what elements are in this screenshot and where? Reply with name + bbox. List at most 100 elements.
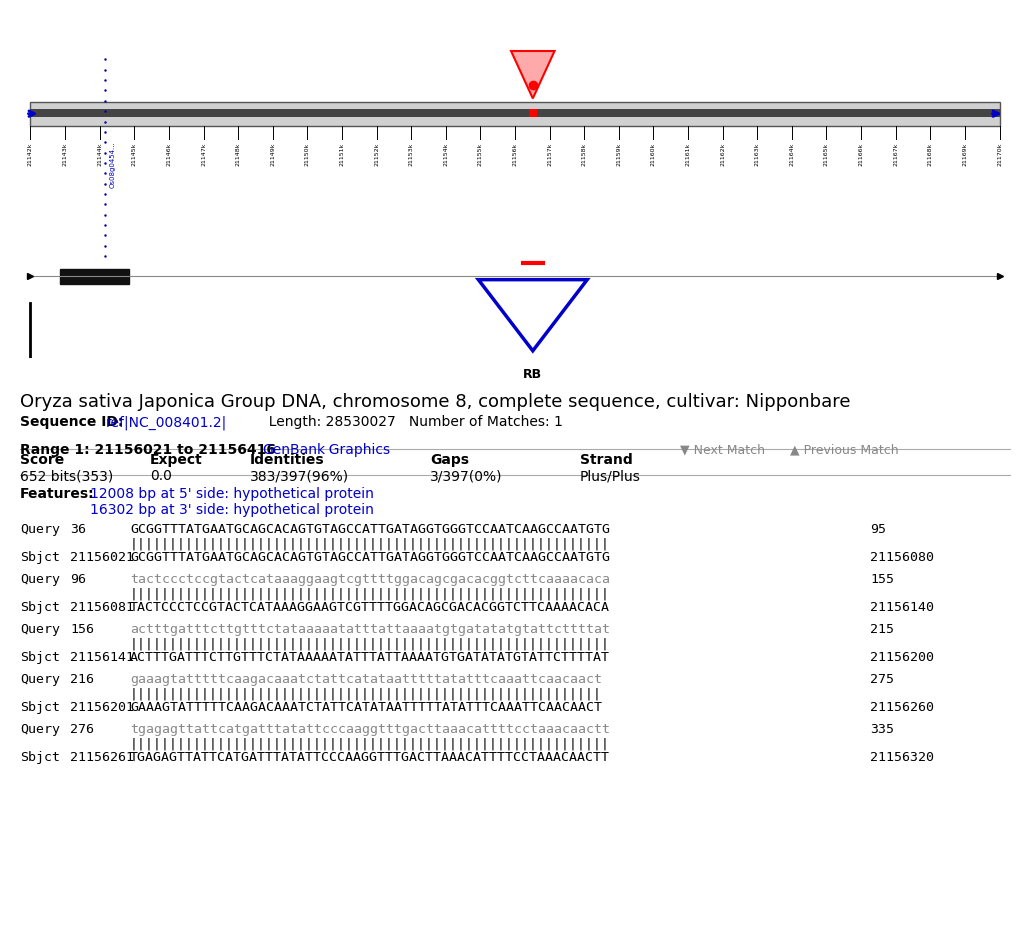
Text: 96: 96 [70, 573, 85, 586]
Text: 21159k: 21159k [616, 142, 621, 166]
Text: Length: 28530027   Number of Matches: 1: Length: 28530027 Number of Matches: 1 [260, 415, 562, 429]
FancyBboxPatch shape [31, 102, 999, 125]
Text: RB: RB [523, 368, 543, 381]
Text: 652 bits(353): 652 bits(353) [20, 470, 113, 484]
Text: TACTCCCTCCGTACTCATAAAGGAAGTCGTTTTGGACAGCGACACGGTCTTCAAAACACA: TACTCCCTCCGTACTCATAAAGGAAGTCGTTTTGGACAGC… [130, 601, 610, 614]
Text: 95: 95 [870, 523, 886, 536]
Text: Sbjct: Sbjct [20, 601, 60, 614]
Text: 21155k: 21155k [478, 142, 483, 166]
Text: 16302 bp at 3' side: hypothetical protein: 16302 bp at 3' side: hypothetical protei… [90, 503, 374, 518]
Text: Query: Query [20, 673, 60, 686]
Text: 21156320: 21156320 [870, 751, 934, 764]
Text: 21156080: 21156080 [870, 551, 934, 565]
Text: 383/397(96%): 383/397(96%) [250, 470, 349, 484]
Text: 21149k: 21149k [270, 142, 275, 166]
Text: 21170k: 21170k [997, 142, 1002, 166]
Text: tactccctccgtactcataaaggaagtcgttttggacagcgacacggtcttcaaaacaca: tactccctccgtactcataaaggaagtcgttttggacagc… [130, 573, 610, 586]
Text: 21161k: 21161k [686, 142, 690, 166]
Text: 21168k: 21168k [928, 142, 933, 166]
Text: 335: 335 [870, 723, 894, 736]
Text: Query: Query [20, 523, 60, 536]
Text: 21156140: 21156140 [870, 601, 934, 614]
Text: 21144k: 21144k [97, 142, 102, 166]
Text: Sbjct: Sbjct [20, 651, 60, 664]
Text: 21156081: 21156081 [70, 601, 134, 614]
Text: Features:: Features: [20, 487, 95, 502]
Text: 21150k: 21150k [305, 142, 310, 166]
Text: 21156201: 21156201 [70, 701, 134, 714]
FancyBboxPatch shape [528, 108, 537, 117]
Text: 36: 36 [70, 523, 85, 536]
Text: Expect: Expect [150, 454, 203, 468]
Text: 21156261: 21156261 [70, 751, 134, 764]
Text: GenBank: GenBank [262, 443, 325, 457]
Text: ▲ Previous Match: ▲ Previous Match [790, 443, 898, 456]
Text: ref|NC_008401.2|: ref|NC_008401.2| [106, 415, 228, 430]
Text: 21151k: 21151k [340, 142, 344, 166]
Text: 21167k: 21167k [893, 142, 898, 166]
Text: GCGGTTTATGAATGCAGCACAGTGTAGCCATTGATAGGTGGGTCCAATCAAGCCAATGTG: GCGGTTTATGAATGCAGCACAGTGTAGCCATTGATAGGTG… [130, 551, 610, 565]
Text: 21147k: 21147k [201, 142, 206, 166]
Text: 0.0: 0.0 [150, 470, 172, 484]
Text: Os08g0454...: Os08g0454... [109, 141, 115, 188]
Text: Score: Score [20, 454, 64, 468]
Text: 12008 bp at 5' side: hypothetical protein: 12008 bp at 5' side: hypothetical protei… [90, 487, 374, 502]
Text: 21152k: 21152k [374, 142, 379, 166]
Text: 21143k: 21143k [63, 142, 68, 166]
Text: 21153k: 21153k [409, 142, 414, 166]
Text: Query: Query [20, 623, 60, 636]
Text: Plus/Plus: Plus/Plus [580, 470, 641, 484]
Text: 155: 155 [870, 573, 894, 586]
Text: Sbjct: Sbjct [20, 551, 60, 565]
Text: 21156021: 21156021 [70, 551, 134, 565]
FancyBboxPatch shape [60, 269, 130, 284]
Text: 21158k: 21158k [582, 142, 587, 166]
Text: Query: Query [20, 573, 60, 586]
Text: 276: 276 [70, 723, 94, 736]
Text: 21157k: 21157k [547, 142, 552, 166]
Text: actttgatttcttgtttctataaaaatatttattaaaatgtgatatatgtattcttttat: actttgatttcttgtttctataaaaatatttattaaaatg… [130, 623, 610, 636]
Text: 21163k: 21163k [755, 142, 760, 166]
Text: Gaps: Gaps [430, 454, 469, 468]
Text: GAAAGTATTTTTCAAGACAAATCTATTCATATAATTTTTATATTTCAAATTCAACAACT: GAAAGTATTTTTCAAGACAAATCTATTCATATAATTTTTA… [130, 701, 602, 714]
Text: Identities: Identities [250, 454, 324, 468]
Text: Graphics: Graphics [320, 443, 390, 457]
Polygon shape [511, 51, 554, 99]
Text: 3/397(0%): 3/397(0%) [430, 470, 503, 484]
Text: tgagagttattcatgatttatattcccaaggtttgacttaaacattttcctaaacaactt: tgagagttattcatgatttatattcccaaggtttgactta… [130, 723, 610, 736]
Text: 156: 156 [70, 623, 94, 636]
Text: Sequence ID:: Sequence ID: [20, 415, 129, 429]
Text: ||||||||||||||||||||||||||||||||||||||||||||||||||||||||||||: ||||||||||||||||||||||||||||||||||||||||… [130, 737, 610, 750]
Text: 21156200: 21156200 [870, 651, 934, 664]
Text: 21146k: 21146k [167, 142, 171, 166]
Text: ||||||||||||||||||||||||||||||||||||||||||||||||||||||||||||: ||||||||||||||||||||||||||||||||||||||||… [130, 587, 610, 600]
Text: ACTTTGATTTCTTGTTTCTATAAAAATATTTATTAAAATGTGATATATGTATTCTTTTAT: ACTTTGATTTCTTGTTTCTATAAAAATATTTATTAAAATG… [130, 651, 610, 664]
Text: 21160k: 21160k [651, 142, 656, 166]
Text: ||||||||||||||||||||||||||||||||||||||||||||||||||||||||||||: ||||||||||||||||||||||||||||||||||||||||… [130, 637, 610, 650]
Text: 21162k: 21162k [720, 142, 725, 166]
Text: Query: Query [20, 723, 60, 736]
Text: 21142k: 21142k [28, 142, 33, 166]
Polygon shape [478, 279, 587, 351]
FancyBboxPatch shape [31, 108, 999, 117]
Text: ||||||||||||||||||||||||||||||||||||||||||||||||||||||||||||: ||||||||||||||||||||||||||||||||||||||||… [130, 537, 610, 550]
Text: Range 1: 21156021 to 21156416: Range 1: 21156021 to 21156416 [20, 443, 281, 457]
Text: 21166k: 21166k [859, 142, 863, 166]
Text: 21148k: 21148k [236, 142, 241, 166]
Text: Strand: Strand [580, 454, 632, 468]
Text: ▼ Next Match: ▼ Next Match [680, 443, 765, 456]
Text: Sbjct: Sbjct [20, 751, 60, 764]
Text: 21156141: 21156141 [70, 651, 134, 664]
Text: 21156260: 21156260 [870, 701, 934, 714]
Text: Oryza sativa Japonica Group DNA, chromosome 8, complete sequence, cultivar: Nipp: Oryza sativa Japonica Group DNA, chromos… [20, 393, 851, 411]
Text: Sbjct: Sbjct [20, 701, 60, 714]
Text: 21169k: 21169k [962, 142, 967, 166]
Text: 215: 215 [870, 623, 894, 636]
Text: 21154k: 21154k [443, 142, 448, 166]
Text: gaaagtatttttcaagacaaatctattcatataatttttatatttcaaattcaacaact: gaaagtatttttcaagacaaatctattcatataattttta… [130, 673, 602, 686]
Text: |||||||||||||||||||||||||||||||||||||||||||||||||||||||||||: ||||||||||||||||||||||||||||||||||||||||… [130, 687, 602, 700]
Text: 275: 275 [870, 673, 894, 686]
Text: 21145k: 21145k [132, 142, 137, 166]
Text: 21164k: 21164k [789, 142, 794, 166]
Text: 216: 216 [70, 673, 94, 686]
